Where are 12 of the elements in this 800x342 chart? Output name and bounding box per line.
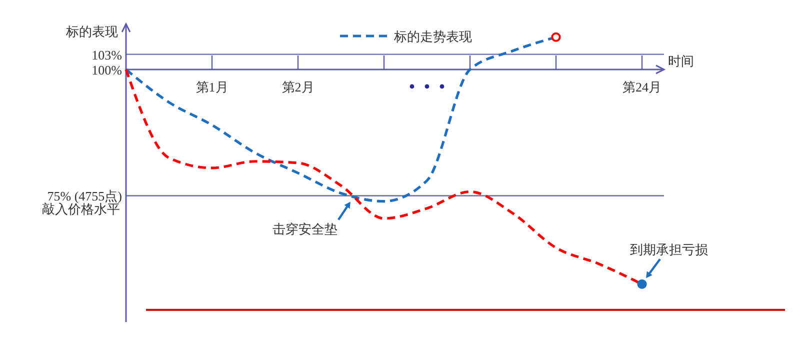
- x-tick-label: 第2月: [282, 79, 314, 94]
- x-tick-label: 第24月: [622, 79, 662, 94]
- x-axis-title: 时间: [668, 53, 694, 68]
- legend-label: 标的走势表现: [393, 29, 472, 44]
- y-tick-label: 103%: [92, 47, 122, 62]
- ref-line-label: 敲入价格水平: [42, 202, 120, 217]
- annotation: 到期承担亏损: [630, 242, 708, 258]
- y-tick-label: 100%: [92, 62, 122, 78]
- x-tick-label: 第1月: [196, 79, 228, 94]
- y-tick-label: 75% (4755点): [47, 188, 122, 204]
- annotation: 击穿安全垫: [272, 222, 338, 237]
- y-axis-title: 标的表现: [65, 24, 118, 39]
